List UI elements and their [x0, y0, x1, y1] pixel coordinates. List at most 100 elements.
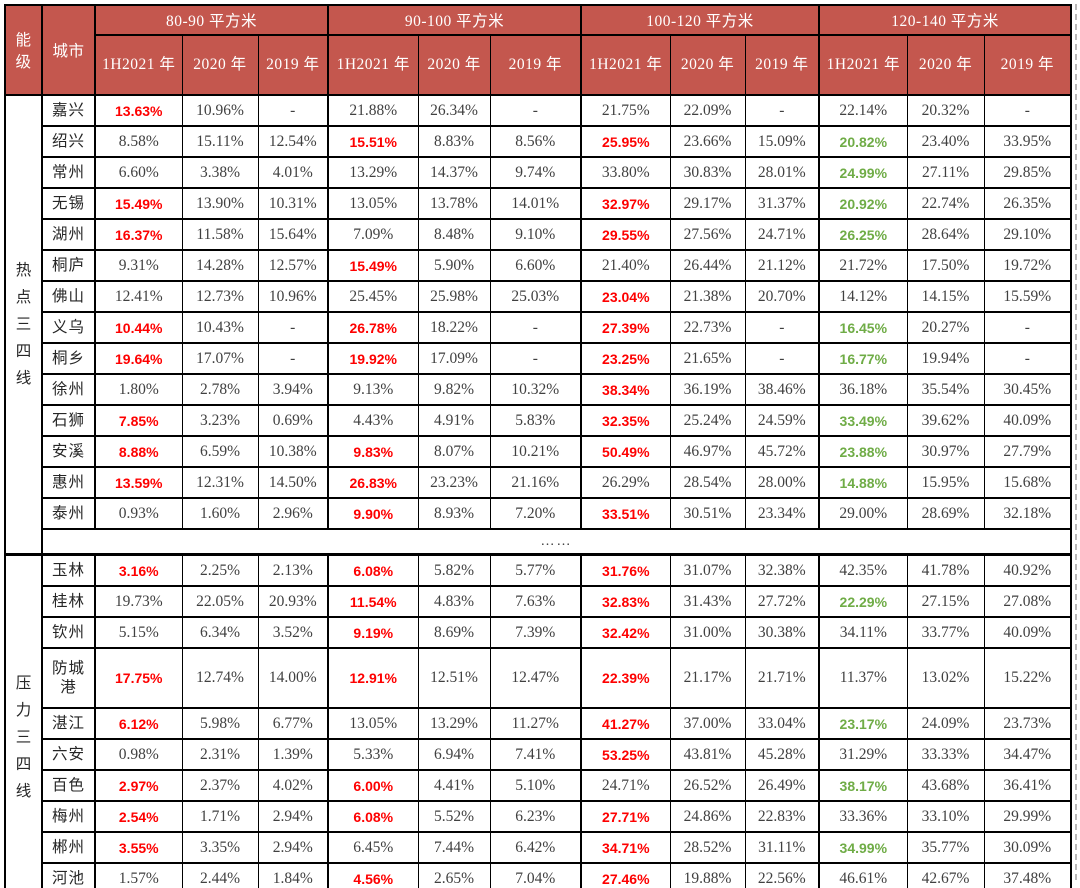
value-cell: 28.01%: [744, 156, 820, 189]
table-row: 河池 1.57% 2.44% 1.84% 4.56% 2.65% 7.04% 27.46% 19…: [5, 862, 1072, 888]
value-cell: 3.38%: [181, 156, 259, 189]
value-cell: -: [257, 342, 329, 375]
value-cell: 27.39%: [580, 311, 671, 344]
value-cell: 8.69%: [417, 616, 491, 649]
value-cell: 8.83%: [417, 125, 491, 158]
value-cell: 22.39%: [580, 647, 671, 709]
value-cell: 8.48%: [417, 218, 491, 251]
value-cell: 23.73%: [983, 707, 1072, 740]
value-cell: 29.00%: [818, 497, 908, 530]
value-cell: 2.96%: [257, 497, 329, 530]
value-cell: 16.37%: [94, 218, 183, 251]
table-row: 热点三四线嘉兴 13.63% 10.96% -21.88% 26.34% -21.75% 2…: [4, 94, 1072, 556]
value-cell: 0.98%: [94, 738, 183, 771]
city-cell: 防城港: [41, 647, 96, 709]
value-cell: 23.04%: [580, 280, 671, 313]
value-cell: 40.09%: [983, 404, 1072, 437]
value-cell: 1.84%: [257, 862, 329, 888]
city-cell: 钦州: [41, 616, 96, 649]
value-cell: 14.28%: [181, 249, 259, 282]
value-cell: 33.04%: [744, 707, 820, 740]
tier-char: 四: [15, 755, 32, 773]
value-cell: 21.88%: [327, 94, 419, 127]
value-cell: 13.05%: [327, 187, 419, 220]
value-cell: 23.66%: [669, 125, 746, 158]
tier-char: 热: [15, 262, 32, 279]
value-cell: 32.83%: [580, 585, 671, 618]
table-row: 钦州 5.15% 6.34% 3.52% 9.19% 8.69% 7.39% 32.42% 31…: [5, 616, 1072, 649]
value-cell: 21.16%: [489, 466, 582, 499]
value-cell: 37.48%: [983, 862, 1072, 888]
tier-char: 点: [15, 289, 32, 306]
city-cell: 百色: [41, 769, 96, 802]
value-cell: 9.90%: [327, 497, 419, 530]
value-cell: 3.35%: [181, 831, 259, 864]
value-cell: 10.44%: [94, 311, 183, 344]
value-cell: 13.90%: [181, 187, 259, 220]
value-cell: 12.47%: [489, 647, 582, 709]
table-row: 梅州 2.54% 1.71% 2.94% 6.08% 5.52% 6.23% 27.71% 24…: [5, 800, 1072, 833]
tier-char: 线: [15, 370, 32, 387]
table-row: 安溪 8.88% 6.59% 10.38% 9.83% 8.07% 10.21% 50.49%…: [5, 435, 1072, 468]
value-cell: 45.72%: [744, 435, 820, 468]
value-cell: 7.41%: [489, 738, 582, 771]
value-cell: -: [744, 311, 820, 344]
value-cell: 22.09%: [669, 94, 746, 127]
table-row: 郴州 3.55% 3.35% 2.94% 6.45% 7.44% 6.42% 34.71% 28…: [5, 831, 1072, 864]
value-cell: 5.90%: [417, 249, 491, 282]
value-cell: 4.41%: [417, 769, 491, 802]
page-break-dashed-line: [1075, 4, 1077, 880]
table-row: 桐庐 9.31% 14.28% 12.57% 15.49% 5.90% 6.60% 21.40…: [5, 249, 1072, 282]
year-header: 2019 年: [744, 34, 820, 96]
value-cell: 27.79%: [983, 435, 1072, 468]
table-row: 惠州 13.59% 12.31% 14.50% 26.83% 23.23% 21.16% 26…: [5, 466, 1072, 499]
value-cell: 2.25%: [181, 553, 259, 587]
value-cell: 32.97%: [580, 187, 671, 220]
value-cell: 7.20%: [489, 497, 582, 530]
value-cell: 24.59%: [744, 404, 820, 437]
value-cell: 26.52%: [669, 769, 746, 802]
value-cell: 33.77%: [906, 616, 985, 649]
value-cell: 33.51%: [580, 497, 671, 530]
value-cell: 2.37%: [181, 769, 259, 802]
table-row: 桐乡 19.64% 17.07% -19.92% 17.09% -23.25% 21.65%…: [5, 342, 1072, 375]
value-cell: 8.56%: [489, 125, 582, 158]
value-cell: 0.69%: [257, 404, 329, 437]
value-cell: 9.13%: [327, 373, 419, 406]
value-cell: 31.00%: [669, 616, 746, 649]
value-cell: 28.54%: [669, 466, 746, 499]
value-cell: 24.09%: [906, 707, 985, 740]
value-cell: -: [489, 311, 582, 344]
value-cell: 24.99%: [818, 156, 908, 189]
value-cell: 11.37%: [818, 647, 908, 709]
value-cell: 11.54%: [327, 585, 419, 618]
tier-section: 压力三四线玉林 3.16% 2.25% 2.13% 6.08% 5.82% 5.77% 31.…: [4, 553, 1072, 888]
value-cell: 12.57%: [257, 249, 329, 282]
value-cell: 1.60%: [181, 497, 259, 530]
value-cell: 2.78%: [181, 373, 259, 406]
value-cell: 12.51%: [417, 647, 491, 709]
value-cell: 6.34%: [181, 616, 259, 649]
value-cell: 46.61%: [818, 862, 908, 888]
value-cell: 5.82%: [417, 553, 491, 587]
value-cell: 41.78%: [906, 553, 985, 587]
value-cell: 13.05%: [327, 707, 419, 740]
value-cell: 22.74%: [906, 187, 985, 220]
value-cell: 32.38%: [744, 553, 820, 587]
value-cell: 8.88%: [94, 435, 183, 468]
ellipsis-cell: ……: [41, 528, 1072, 556]
value-cell: 5.83%: [489, 404, 582, 437]
value-cell: 11.58%: [181, 218, 259, 251]
value-cell: 25.95%: [580, 125, 671, 158]
value-cell: 18.22%: [417, 311, 491, 344]
value-cell: 1.39%: [257, 738, 329, 771]
value-cell: 14.15%: [906, 280, 985, 313]
city-cell: 惠州: [41, 466, 96, 499]
value-cell: 28.00%: [744, 466, 820, 499]
area-group-header: 90-100 平方米: [327, 4, 582, 36]
year-header: 2020 年: [669, 34, 746, 96]
value-cell: 27.72%: [744, 585, 820, 618]
table-row: 徐州 1.80% 2.78% 3.94% 9.13% 9.82% 10.32% 38.34% 3…: [5, 373, 1072, 406]
value-cell: 3.23%: [181, 404, 259, 437]
